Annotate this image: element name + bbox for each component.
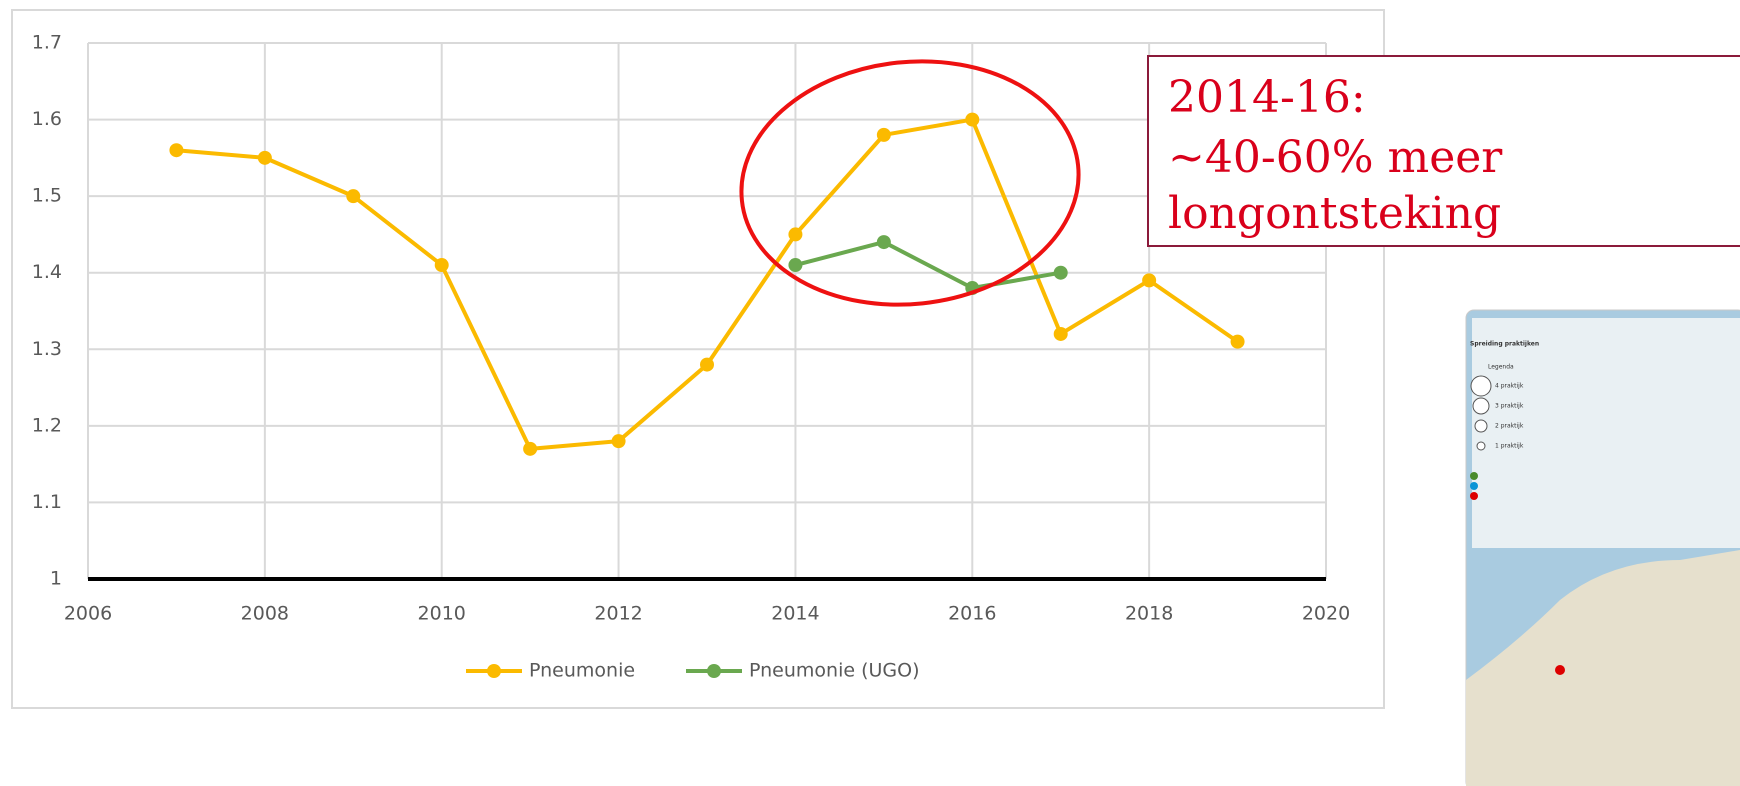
x-tick-label: 2016 (948, 603, 996, 625)
x-tick-label: 2010 (418, 603, 466, 625)
annotation-line: 2014-16: (1168, 72, 1366, 123)
y-tick-label: 1.2 (32, 414, 62, 436)
y-tick-label: 1.4 (32, 261, 62, 283)
data-point (612, 434, 626, 448)
x-tick-label: 2012 (594, 603, 642, 625)
map-key (1470, 492, 1478, 500)
data-point (523, 442, 537, 456)
inset-item: 2 praktijk (1495, 423, 1524, 430)
inset-title: Spreiding praktijken (1470, 341, 1539, 348)
inset-key (1471, 376, 1491, 396)
y-tick-label: 1.1 (32, 491, 62, 513)
data-point (1231, 335, 1245, 349)
y-tick-label: 1.7 (32, 32, 62, 54)
data-point (169, 143, 183, 157)
map-inset: Spreiding praktijken Legenda 4 praktijk 3… (1466, 310, 1740, 786)
inset-item: 3 praktijk (1495, 403, 1524, 410)
inset-item: 4 praktijk (1495, 383, 1524, 390)
slide: Spreiding praktijken Legenda 4 praktijk 3… (0, 0, 1740, 786)
x-tick-label: 2020 (1302, 603, 1350, 625)
data-point (700, 358, 714, 372)
data-point (1142, 273, 1156, 287)
legend-label: Pneumonie (529, 660, 635, 682)
data-point (258, 151, 272, 165)
map-key (1470, 482, 1478, 490)
data-point (788, 227, 802, 241)
data-point (435, 258, 449, 272)
x-tick-label: 2006 (64, 603, 112, 625)
inset-key (1475, 420, 1487, 432)
map-legend-panel (1472, 318, 1740, 548)
x-tick-label: 2018 (1125, 603, 1173, 625)
data-point (788, 258, 802, 272)
inset-item: 1 praktijk (1495, 443, 1524, 450)
map-dot (1555, 665, 1565, 675)
x-tick-label: 2008 (241, 603, 289, 625)
annotation-line: ~40-60% meer (1168, 132, 1503, 183)
data-point (965, 113, 979, 127)
x-tick-label: 2014 (771, 603, 819, 625)
data-point (1054, 266, 1068, 280)
legend-marker (487, 664, 501, 678)
data-point (877, 235, 891, 249)
y-tick-label: 1.3 (32, 338, 62, 360)
inset-key (1473, 398, 1489, 414)
y-tick-label: 1 (50, 568, 62, 590)
data-point (346, 189, 360, 203)
inset-legend-title: Legenda (1488, 364, 1514, 371)
data-point (877, 128, 891, 142)
inset-key (1477, 442, 1485, 450)
data-point (1054, 327, 1068, 341)
annotation-line: longontsteking (1168, 188, 1501, 239)
map-key (1470, 472, 1478, 480)
y-tick-label: 1.5 (32, 185, 62, 207)
legend-label: Pneumonie (UGO) (749, 660, 920, 682)
y-tick-label: 1.6 (32, 108, 62, 130)
legend-marker (707, 664, 721, 678)
